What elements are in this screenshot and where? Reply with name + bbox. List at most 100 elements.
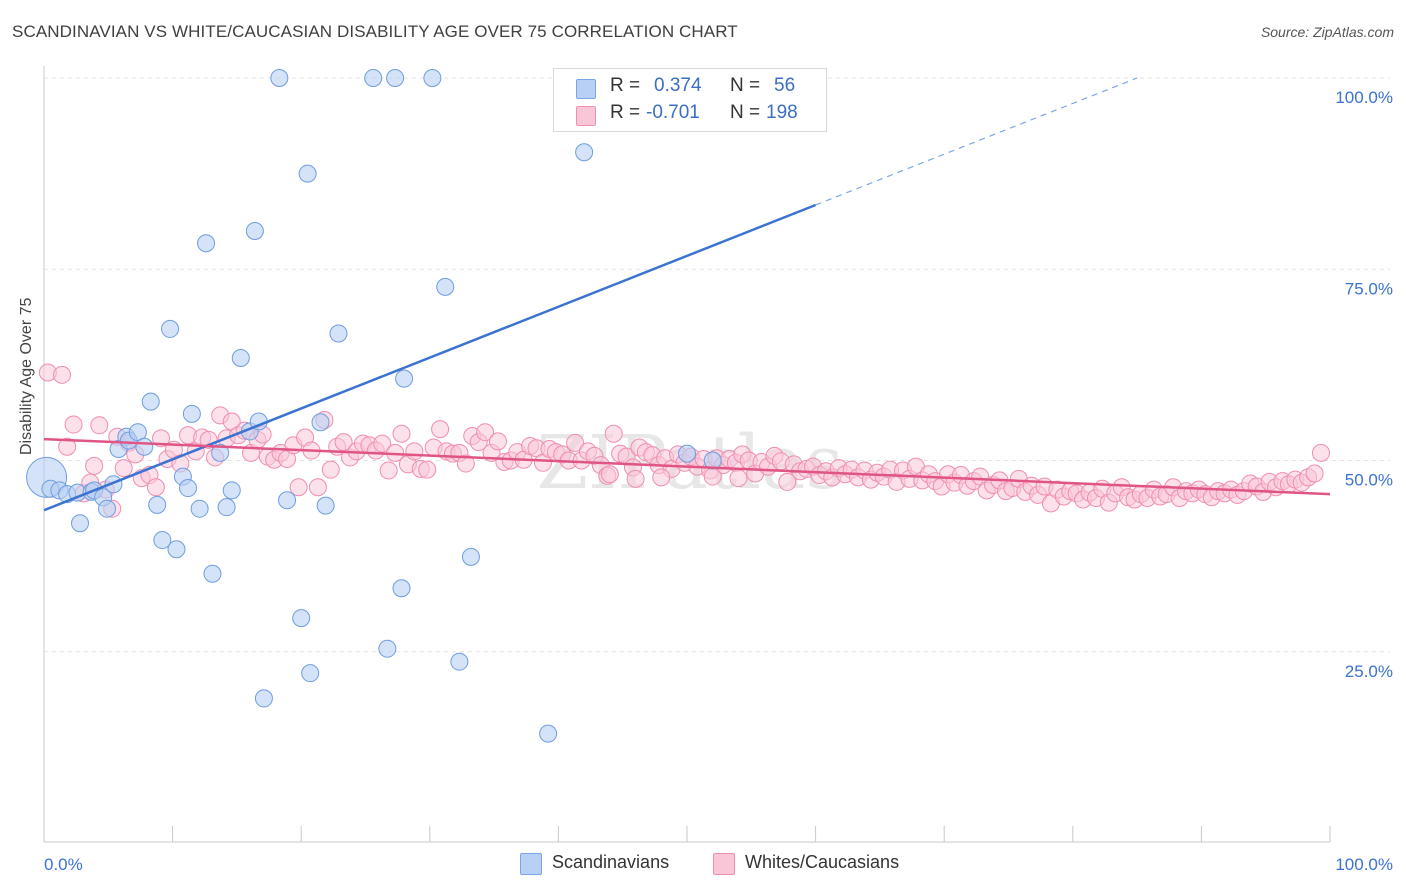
data-point-scandinavians — [364, 69, 383, 87]
trend-line-whites — [43, 437, 1331, 496]
data-point-scandinavians — [311, 413, 330, 432]
data-point-scandinavians — [141, 392, 160, 411]
x-tick-label: 0.0% — [44, 855, 83, 874]
data-point-whites — [405, 442, 424, 461]
data-point-scandinavians — [316, 496, 335, 515]
bottom-legend-swatch — [713, 853, 735, 875]
data-point-whites — [488, 432, 507, 451]
data-point-scandinavians — [245, 222, 264, 240]
data-point-whites — [778, 472, 797, 491]
data-point-scandinavians — [278, 491, 297, 510]
data-point-whites — [418, 460, 437, 479]
data-point-whites — [392, 424, 411, 443]
legend-n-label: N = — [730, 75, 761, 96]
bottom-legend-swatch — [520, 853, 542, 875]
data-point-whites — [604, 424, 623, 443]
data-point-scandinavians — [703, 451, 722, 470]
data-point-scandinavians — [231, 348, 250, 367]
bottom-legend-label: Whites/Caucasians — [745, 852, 900, 872]
data-point-scandinavians — [436, 277, 455, 296]
data-point-scandinavians — [167, 540, 186, 559]
data-point-whites — [431, 420, 450, 439]
data-point-scandinavians — [329, 324, 348, 343]
data-point-scandinavians — [450, 652, 469, 671]
data-point-scandinavians — [161, 319, 180, 338]
data-point-whites — [1311, 443, 1330, 462]
data-point-whites — [729, 469, 748, 488]
data-point-scandinavians — [203, 564, 222, 583]
legend-r-label: R = — [610, 75, 641, 96]
legend-n-value: 56 — [774, 75, 796, 96]
data-point-scandinavians — [182, 404, 201, 423]
data-point-scandinavians — [386, 69, 405, 87]
data-point-scandinavians — [71, 514, 90, 533]
chart-title: SCANDINAVIAN VS WHITE/CAUCASIAN DISABILI… — [12, 22, 738, 41]
data-point-scandinavians — [197, 234, 216, 253]
data-point-scandinavians — [392, 579, 411, 598]
data-point-scandinavians — [148, 495, 167, 514]
data-point-whites — [626, 469, 645, 488]
y-tick-label: 100.0% — [1335, 88, 1393, 107]
data-point-scandinavians — [254, 689, 273, 708]
data-point-whites — [379, 461, 398, 480]
data-point-whites — [321, 460, 340, 479]
legend-swatch-whites — [576, 106, 596, 126]
y-axis-label: Disability Age Over 75 — [18, 297, 35, 455]
data-point-whites — [85, 456, 104, 475]
trend-lines — [43, 77, 1331, 512]
data-point-scandinavians — [292, 609, 311, 628]
data-point-whites — [53, 365, 72, 384]
legend-r-label: R = — [610, 102, 641, 123]
data-point-whites — [146, 478, 165, 497]
data-point-scandinavians — [575, 143, 594, 162]
data-point-scandinavians — [298, 164, 317, 183]
data-point-whites — [114, 459, 133, 478]
y-tick-label: 50.0% — [1345, 471, 1393, 490]
data-point-whites — [476, 423, 495, 442]
source-credit: Source: ZipAtlas.com — [1260, 24, 1394, 40]
legend-r-value: -0.701 — [646, 102, 700, 123]
legend-n-value: 198 — [766, 102, 798, 123]
data-point-scandinavians — [539, 724, 558, 743]
legend-r-value: 0.374 — [654, 75, 702, 96]
data-point-whites — [373, 434, 392, 453]
data-point-scandinavians — [211, 443, 230, 462]
data-point-whites — [334, 433, 353, 452]
data-point-whites — [308, 478, 327, 497]
data-point-scandinavians — [222, 481, 241, 500]
data-point-scandinavians — [179, 479, 198, 498]
data-point-scandinavians — [301, 664, 320, 683]
tick-labels: 0.0% 100.0% 100.0% 75.0% 50.0% 25.0% — [44, 88, 1393, 874]
trend-line-scandinavians-extension — [815, 77, 1138, 206]
data-point-whites — [600, 465, 619, 484]
data-point-whites — [566, 433, 585, 452]
data-point-scandinavians — [461, 547, 480, 566]
data-point-whites — [64, 415, 83, 434]
data-point-scandinavians — [190, 499, 209, 518]
data-point-scandinavians — [217, 498, 236, 517]
data-point-scandinavians — [270, 69, 289, 87]
y-tick-label: 75.0% — [1345, 279, 1393, 298]
data-point-whites — [703, 467, 722, 486]
data-point-whites — [1305, 464, 1324, 483]
data-point-whites — [456, 454, 475, 473]
bottom-legend-label: Scandinavians — [552, 852, 670, 872]
axes — [43, 66, 1331, 843]
trend-line-scandinavians — [43, 203, 817, 512]
y-tick-label: 25.0% — [1345, 662, 1393, 681]
data-point-whites — [90, 416, 109, 435]
legend-swatch-scandinavians — [576, 79, 596, 99]
series-scandinavians — [26, 69, 722, 743]
data-point-whites — [289, 478, 308, 497]
data-point-scandinavians — [153, 531, 172, 550]
data-point-scandinavians — [423, 69, 442, 87]
data-point-scandinavians — [378, 639, 397, 658]
data-point-scandinavians — [135, 437, 154, 456]
correlation-legend: R = 0.374 N = 56 R = -0.701 N = 198 — [553, 68, 827, 132]
data-point-scandinavians — [678, 444, 696, 463]
x-tick-label: 100.0% — [1335, 855, 1393, 874]
data-point-scandinavians — [98, 499, 117, 518]
data-point-scandinavians — [395, 369, 414, 388]
data-point-whites — [652, 468, 671, 487]
